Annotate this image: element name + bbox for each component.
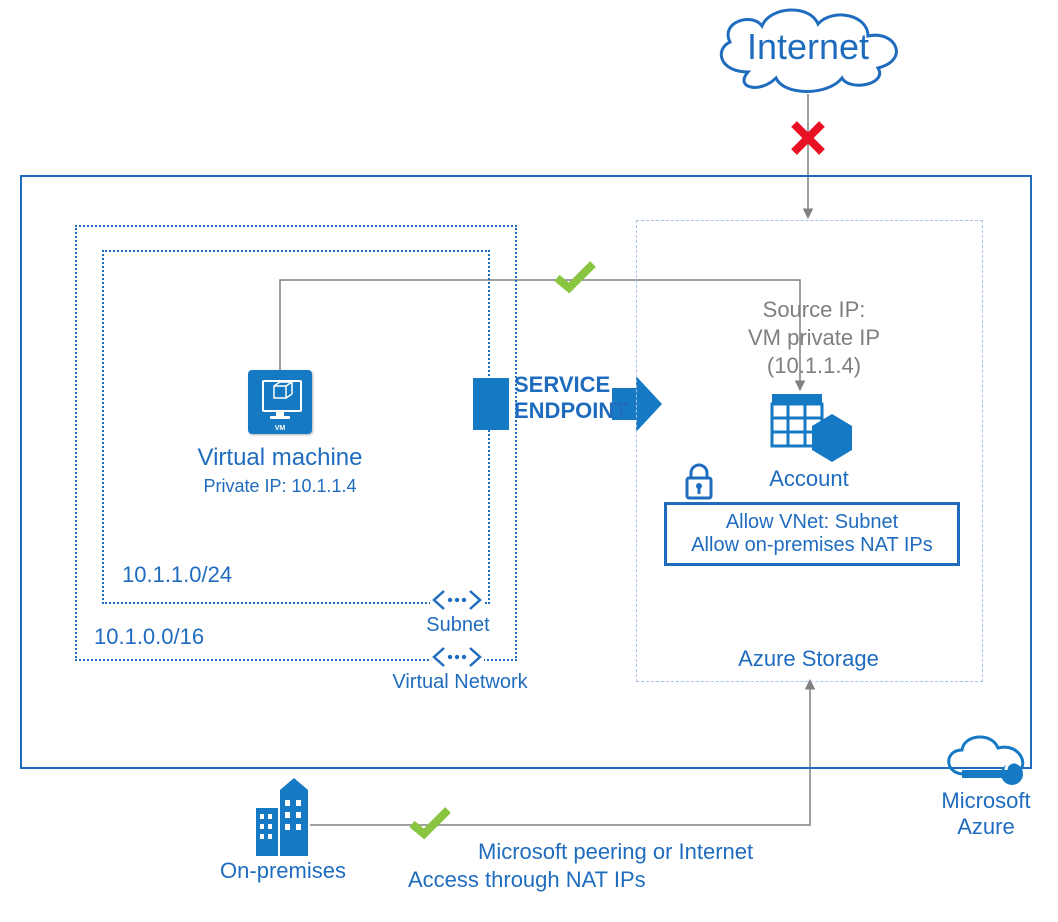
- azure-brand-line1: Microsoft: [928, 788, 1044, 814]
- service-endpoint-line1: SERVICE: [514, 372, 628, 398]
- vm-private-ip: Private IP: 10.1.1.4: [190, 476, 370, 497]
- service-endpoint-line2: ENDPOINT: [514, 398, 628, 424]
- allow-line1: Allow VNet: Subnet: [671, 511, 953, 534]
- vm-icon: VM: [248, 370, 312, 434]
- azure-brand-line2: Azure: [928, 814, 1044, 840]
- subnet-connector-icon: [430, 587, 484, 613]
- storage-account-icon: [770, 392, 856, 468]
- storage-account-label: Account: [754, 466, 864, 492]
- lock-icon: [682, 462, 716, 502]
- vm-title: Virtual machine: [190, 444, 370, 472]
- vnet-outer-cidr: 10.1.0.0/16: [94, 624, 204, 650]
- vnet-label: Virtual Network: [390, 671, 530, 694]
- azure-cloud-icon: [938, 728, 1034, 788]
- vm-icon-caption: VM: [248, 425, 312, 432]
- subnet-cidr: 10.1.1.0/24: [122, 562, 232, 588]
- azure-brand-label: Microsoft Azure: [928, 788, 1044, 840]
- onprem-building-icon: [252, 778, 314, 856]
- peering-caption: Microsoft peering or Internet Access thr…: [408, 838, 753, 894]
- allow-line2: Allow on-premises NAT IPs: [671, 534, 953, 557]
- peering-line2: Access through NAT IPs: [408, 866, 753, 894]
- peering-line1: Microsoft peering or Internet: [408, 838, 753, 866]
- onprem-label: On-premises: [218, 858, 348, 884]
- subnet-label: Subnet: [425, 614, 491, 637]
- source-ip-line1: Source IP:: [730, 296, 898, 324]
- deny-mark: [788, 118, 828, 158]
- source-ip-line2: VM private IP: [730, 324, 898, 352]
- allow-mark-vm-path: [553, 258, 597, 294]
- internet-label: Internet: [700, 26, 916, 68]
- vnet-connector-icon: [430, 644, 484, 670]
- source-ip-line3: (10.1.1.4): [730, 352, 898, 380]
- allow-rules-box: Allow VNet: Subnet Allow on-premises NAT…: [664, 502, 960, 566]
- source-ip: Source IP: VM private IP (10.1.1.4): [730, 296, 898, 380]
- service-endpoint-label: SERVICE ENDPOINT: [514, 372, 628, 424]
- internet-cloud: Internet: [700, 2, 916, 98]
- storage-region-label: Azure Storage: [636, 646, 981, 672]
- service-endpoint-block: [473, 378, 509, 430]
- allow-mark-onprem-path: [408, 804, 452, 840]
